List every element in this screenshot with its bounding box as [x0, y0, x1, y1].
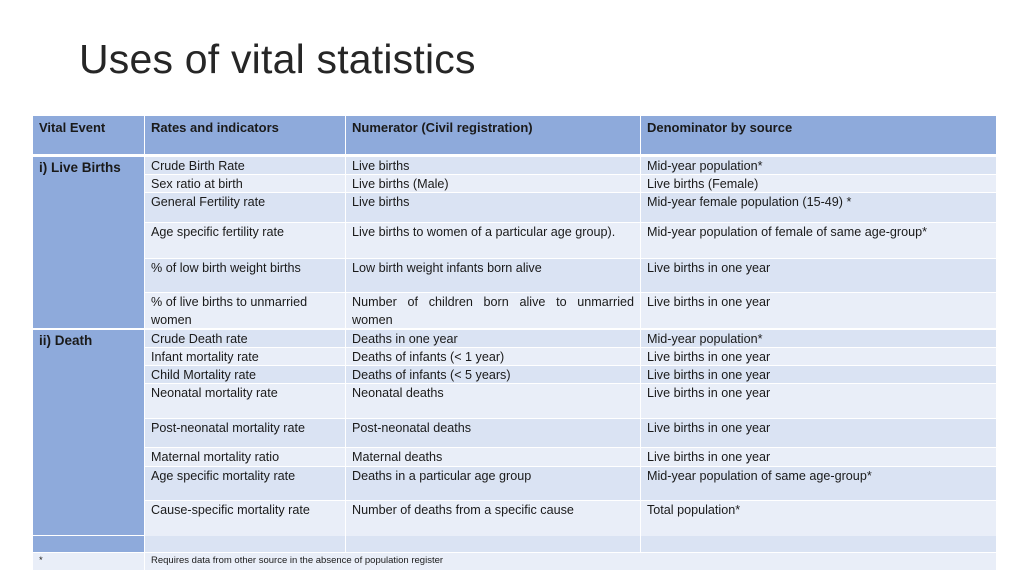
- denominator-cell: Mid-year population of female of same ag…: [641, 223, 996, 258]
- spacer-cell: [145, 536, 345, 552]
- numerator-cell: Live births (Male): [346, 175, 640, 192]
- denominator-cell: Mid-year population*: [641, 157, 996, 174]
- denominator-cell: Mid-year female population (15-49) *: [641, 193, 996, 222]
- numerator-cell: Deaths in a particular age group: [346, 467, 640, 500]
- numerator-cell: Deaths of infants (< 5 years): [346, 366, 640, 383]
- denominator-cell: Live births in one year: [641, 348, 996, 365]
- numerator-cell: Post-neonatal deaths: [346, 419, 640, 447]
- spacer-cell: [346, 536, 640, 552]
- numerator-cell: Deaths in one year: [346, 330, 640, 347]
- numerator-cell: Live births: [346, 193, 640, 222]
- rate-cell: Crude Birth Rate: [145, 157, 345, 174]
- denominator-cell: Live births in one year: [641, 293, 996, 328]
- rate-cell: Crude Death rate: [145, 330, 345, 347]
- rate-cell: % of live births to unmarried women: [145, 293, 345, 328]
- spacer-cell: [641, 536, 996, 552]
- numerator-cell: Neonatal deaths: [346, 384, 640, 418]
- rate-cell: Infant mortality rate: [145, 348, 345, 365]
- denominator-cell: Live births in one year: [641, 448, 996, 466]
- rate-cell: General Fertility rate: [145, 193, 345, 222]
- group-death: ii) Death: [33, 330, 144, 535]
- header-denominator: Denominator by source: [641, 116, 996, 154]
- numerator-cell: Low birth weight infants born alive: [346, 259, 640, 292]
- rate-cell: Maternal mortality ratio: [145, 448, 345, 466]
- rate-cell: Cause-specific mortality rate: [145, 501, 345, 536]
- rate-cell: Post-neonatal mortality rate: [145, 419, 345, 447]
- denominator-cell: Live births in one year: [641, 419, 996, 447]
- numerator-cell: Deaths of infants (< 1 year): [346, 348, 640, 365]
- rate-cell: Child Mortality rate: [145, 366, 345, 383]
- denominator-cell: Mid-year population of same age-group*: [641, 467, 996, 500]
- vital-statistics-table: Vital Event Rates and indicators Numerat…: [33, 116, 996, 570]
- numerator-cell: Live births to women of a particular age…: [346, 223, 640, 258]
- rate-cell: % of low birth weight births: [145, 259, 345, 292]
- numerator-cell: Maternal deaths: [346, 448, 640, 466]
- rate-cell: Neonatal mortality rate: [145, 384, 345, 418]
- page-title: Uses of vital statistics: [79, 36, 476, 82]
- numerator-cell: Live births: [346, 157, 640, 174]
- denominator-cell: Live births (Female): [641, 175, 996, 192]
- group-empty: [33, 536, 144, 552]
- numerator-cell: Number of deaths from a specific cause: [346, 501, 640, 536]
- rate-cell: Age specific fertility rate: [145, 223, 345, 258]
- header-vital-event: Vital Event: [33, 116, 144, 154]
- denominator-cell: Live births in one year: [641, 366, 996, 383]
- rate-cell: Sex ratio at birth: [145, 175, 345, 192]
- denominator-cell: Live births in one year: [641, 259, 996, 292]
- header-numerator: Numerator (Civil registration): [346, 116, 640, 154]
- denominator-cell: Total population*: [641, 501, 996, 536]
- denominator-cell: Mid-year population*: [641, 330, 996, 347]
- rate-cell: Age specific mortality rate: [145, 467, 345, 500]
- numerator-cell: Number of children born alive to unmarri…: [346, 293, 640, 328]
- group-live-births: i) Live Births: [33, 157, 144, 328]
- footnote-marker: *: [33, 553, 144, 570]
- header-rates: Rates and indicators: [145, 116, 345, 154]
- denominator-cell: Live births in one year: [641, 384, 996, 418]
- footnote-text: Requires data from other source in the a…: [145, 553, 996, 570]
